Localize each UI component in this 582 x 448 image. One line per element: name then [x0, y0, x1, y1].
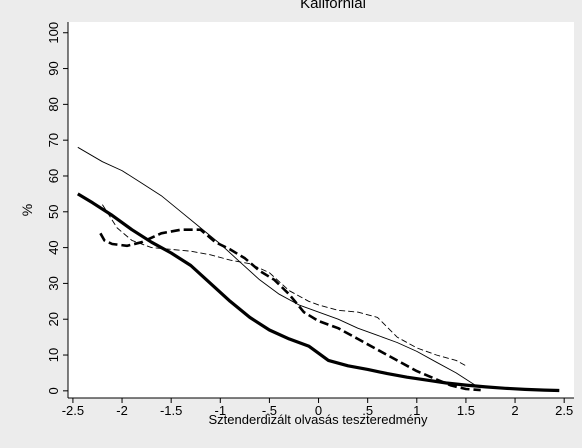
x-tick-label: 1.5 — [457, 403, 475, 418]
x-tick-label: 2.5 — [555, 403, 573, 418]
x-tick-label: -1.5 — [160, 403, 182, 418]
y-axis-label: % — [19, 204, 35, 216]
y-tick-label: 90 — [46, 61, 61, 75]
y-tick-label: 10 — [46, 348, 61, 362]
x-axis-label: Sztenderdizált olvasás teszteredmény — [209, 412, 428, 427]
x-tick-label: .5 — [362, 403, 373, 418]
series-group — [76, 146, 560, 393]
y-tick-label: 20 — [46, 312, 61, 326]
plot-area — [68, 22, 574, 398]
x-tick-label: 2 — [511, 403, 518, 418]
series-line-2 — [77, 146, 476, 386]
x-tick-label: -1 — [215, 403, 227, 418]
y-tick-label: 30 — [46, 276, 61, 290]
y-axis-ticks: 0 10 20 30 40 50 60 70 80 90 100 — [46, 22, 68, 394]
y-tick-label: 100 — [46, 22, 61, 44]
y-tick-label: 70 — [46, 133, 61, 147]
y-tick-label: 80 — [46, 97, 61, 111]
x-tick-label: -2.5 — [62, 403, 84, 418]
x-tick-label: -.5 — [262, 403, 277, 418]
chart-title: Kaliforniai — [300, 0, 366, 12]
x-tick-label: -2 — [116, 403, 128, 418]
y-tick-label: 0 — [46, 387, 61, 394]
series-line-4 — [102, 204, 467, 367]
y-tick-label: 60 — [46, 169, 61, 183]
x-tick-label: 1 — [413, 403, 420, 418]
series-line-3 — [99, 228, 481, 392]
y-tick-label: 50 — [46, 205, 61, 219]
series-line-1 — [76, 192, 560, 393]
x-axis-ticks: -2.5 -2 -1.5 -1 -.5 0 .5 1 1.5 2 2.5 — [62, 398, 573, 418]
y-tick-label: 40 — [46, 240, 61, 254]
x-tick-label: 0 — [315, 403, 322, 418]
